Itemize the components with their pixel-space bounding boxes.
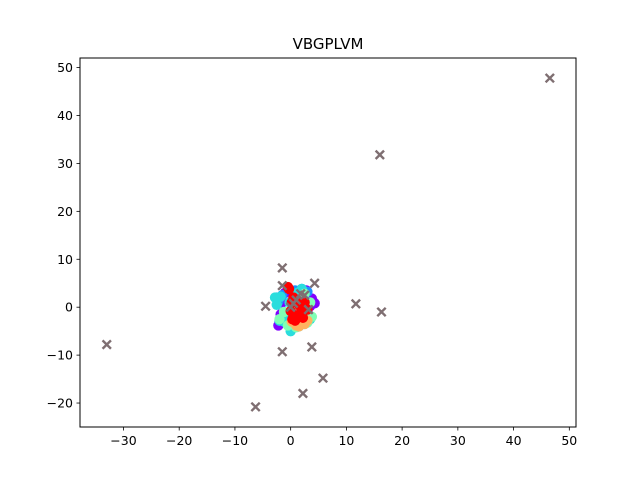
chart-title: VBGPLVM <box>293 35 364 53</box>
y-tick-label: 40 <box>57 108 73 123</box>
x-marker-point <box>277 346 288 357</box>
x-marker-point <box>350 298 361 309</box>
data-point <box>297 312 309 323</box>
data-point <box>274 313 285 325</box>
y-tick-label: −10 <box>47 348 73 363</box>
x-marker-point <box>544 73 555 84</box>
x-tick-label: −10 <box>222 433 248 448</box>
y-tick-label: 50 <box>57 60 73 75</box>
x-tick-label: 20 <box>394 433 410 448</box>
plot-frame <box>79 57 577 428</box>
x-tick-label: 40 <box>506 433 522 448</box>
x-marker-point <box>303 304 314 315</box>
data-point <box>275 291 286 302</box>
x-marker-point <box>277 280 288 291</box>
y-tick-label: −20 <box>47 396 73 411</box>
x-tick-label: 10 <box>338 433 354 448</box>
x-marker-point <box>309 278 320 289</box>
data-point <box>271 299 282 310</box>
x-marker-point <box>376 306 387 318</box>
x-marker-point <box>297 388 308 399</box>
series-6 <box>101 73 555 412</box>
x-marker-point <box>285 302 296 313</box>
y-tick-label: 30 <box>57 156 73 171</box>
data-point <box>283 283 295 295</box>
x-tick-label: 30 <box>450 433 466 448</box>
y-tick-label: 0 <box>65 300 73 315</box>
x-tick-label: 50 <box>561 433 577 448</box>
x-tick-label: −20 <box>166 433 192 448</box>
x-marker-point <box>317 373 329 384</box>
x-marker-point <box>260 301 271 312</box>
x-marker-point <box>277 262 288 273</box>
x-tick-label: −30 <box>110 433 136 448</box>
x-marker-point <box>374 149 385 160</box>
x-tick-label: 0 <box>287 433 295 448</box>
y-tick-label: 20 <box>57 204 73 219</box>
x-marker-point <box>306 341 317 353</box>
x-axis: −30 −20 −10 0 10 20 30 40 50 <box>110 427 577 448</box>
x-marker-point <box>101 339 112 350</box>
x-marker-point <box>250 401 261 412</box>
y-tick-label: 10 <box>57 252 73 267</box>
data-point <box>287 313 298 325</box>
data-point <box>295 301 306 313</box>
y-axis: −20 −10 0 10 20 30 40 50 <box>47 60 80 411</box>
points-layer <box>101 73 555 412</box>
x-marker-point <box>295 288 306 299</box>
